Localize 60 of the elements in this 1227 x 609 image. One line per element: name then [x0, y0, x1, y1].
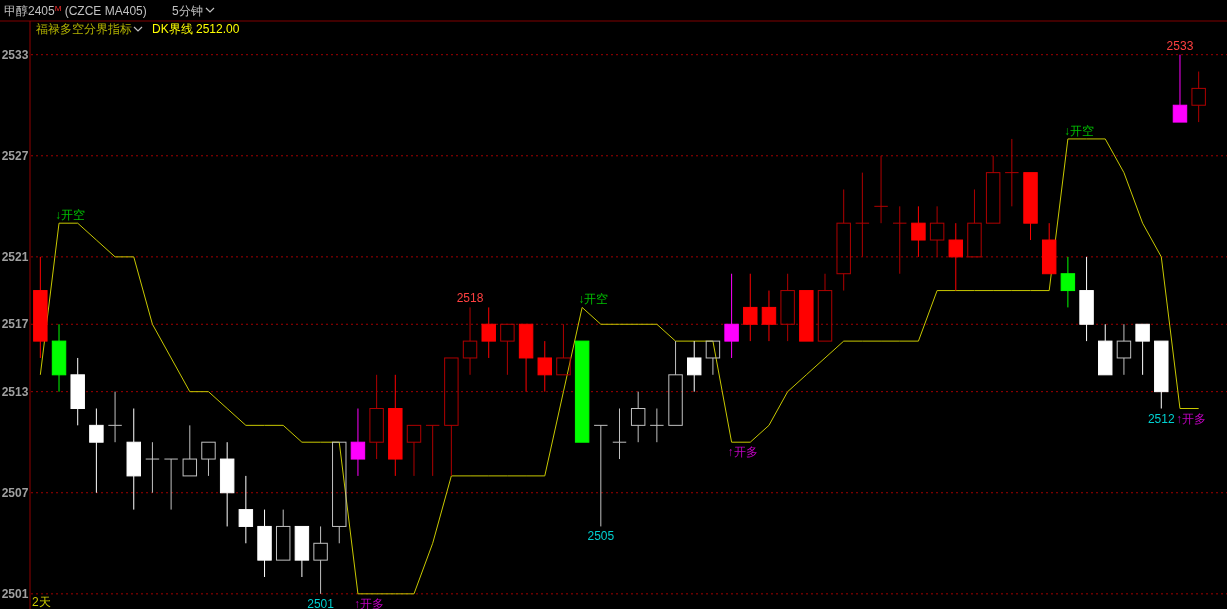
annotation: 福禄多空分界指标	[36, 22, 132, 36]
candlestick	[1116, 323, 1132, 376]
y-tick-label: 2517	[1, 317, 29, 332]
candlestick	[836, 188, 851, 292]
candlestick	[51, 323, 67, 393]
candlestick	[761, 290, 777, 342]
candlestick	[1079, 256, 1094, 342]
text: 5分钟	[172, 4, 203, 18]
candlestick	[855, 172, 870, 258]
y-tick-label: 2533	[1, 47, 29, 62]
candlestick	[873, 155, 889, 224]
candlestick	[238, 475, 254, 544]
candlestick	[537, 340, 552, 393]
data-label: ↓开空	[55, 208, 86, 223]
candlestick	[89, 408, 104, 494]
candlestick	[687, 340, 702, 393]
data-label: ↑开多	[353, 596, 384, 609]
candlestick	[892, 205, 907, 275]
candlestick	[929, 205, 945, 258]
candlestick	[481, 306, 496, 359]
candlestick	[313, 525, 328, 595]
text: 2533	[1166, 38, 1194, 53]
annotation: DK界线 2512.00	[152, 22, 240, 36]
candlestick	[743, 273, 758, 342]
candlestick	[70, 357, 85, 426]
candlestick	[780, 273, 795, 342]
candlestick	[462, 306, 478, 376]
y-tick-label: 2507	[1, 485, 29, 500]
text: 2501	[307, 596, 334, 609]
candlestick	[350, 408, 366, 477]
candlestick	[1004, 138, 1020, 207]
candlestick	[649, 408, 665, 443]
y-tick-label: 2513	[1, 384, 29, 399]
text: 2505	[587, 529, 615, 544]
y-tick-label: 2521	[1, 249, 29, 264]
candlestick	[33, 256, 48, 359]
candlestick	[630, 391, 646, 443]
annotation: 2天	[32, 595, 51, 609]
candlestick	[107, 391, 123, 443]
candlestick	[388, 374, 403, 477]
candlestick	[1191, 71, 1206, 123]
candlestick	[911, 205, 926, 258]
candlestick	[257, 509, 272, 578]
chart-title: 甲醇2405$^{M}$ (CZCE MA405)	[4, 3, 147, 18]
candlestick	[219, 441, 235, 527]
data-label: ↓开空	[578, 292, 609, 307]
y-tick-label: 2501	[1, 586, 29, 601]
data-label: ↑开多	[1175, 411, 1206, 426]
candlestick	[724, 273, 739, 359]
candlestick	[612, 408, 627, 460]
candlestick	[948, 222, 964, 292]
data-label: ↓开空	[1063, 123, 1094, 138]
candlestick	[126, 408, 141, 511]
candlestick	[1060, 256, 1076, 308]
text: 2512	[1147, 411, 1175, 426]
candlestick	[145, 441, 160, 494]
data-label: ↑开多	[727, 445, 758, 460]
y-tick-label: 2527	[1, 148, 29, 163]
text: 2518	[456, 291, 484, 306]
candlestick	[369, 374, 384, 460]
